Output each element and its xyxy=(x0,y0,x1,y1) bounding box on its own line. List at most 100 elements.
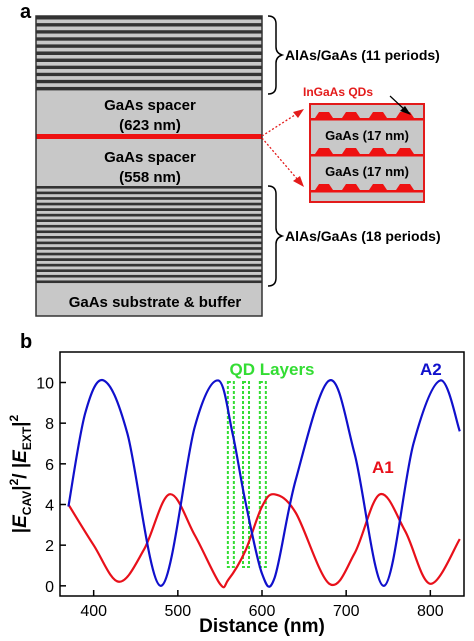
bottom-mirror-alas-layer xyxy=(36,219,262,223)
bottom-mirror-alas-layer xyxy=(36,241,262,245)
ylabel-ext-sub: EXT xyxy=(20,426,34,450)
quantum-dot xyxy=(342,112,360,118)
top-mirror-alas-layer xyxy=(36,79,262,84)
bottom-mirror-gaas-layer xyxy=(36,238,262,242)
bottom-mirror-alas-layer xyxy=(36,197,262,200)
bottom-mirror-alas-layer xyxy=(36,191,262,195)
bottom-mirror-gaas-layer xyxy=(36,188,262,192)
top-mirror-gaas-layer xyxy=(36,26,262,31)
y-tick-label: 10 xyxy=(36,376,54,393)
top-mirror-alas-layer xyxy=(36,44,262,48)
quantum-dot xyxy=(315,112,333,118)
bottom-mirror-alas-layer xyxy=(36,269,262,273)
quantum-dot xyxy=(315,184,333,190)
bottom-mirror-alas-layer xyxy=(36,274,262,278)
quantum-dot xyxy=(396,148,414,154)
qd-layer-mark xyxy=(258,381,267,568)
x-axis-label: Distance (nm) xyxy=(199,616,325,637)
bottom-mirror-gaas-layer xyxy=(36,266,262,270)
bottom-mirror-label: AlAs/GaAs (18 periods) xyxy=(285,228,441,244)
x-axis: 400 500 600 700 800 xyxy=(80,590,444,620)
series-a1-label: A1 xyxy=(372,458,394,477)
top-mirror-gaas-layer xyxy=(36,40,262,45)
panel-a-label: a xyxy=(20,1,32,23)
bottom-mirror-alas-layer xyxy=(36,230,262,234)
qd-active-layer xyxy=(36,134,262,139)
qd-pointer-arrow-head xyxy=(400,106,411,115)
bottom-spacer-layer xyxy=(36,139,262,186)
top-mirror-alas-layer xyxy=(36,72,262,77)
quantum-dot xyxy=(342,148,360,154)
ylabel-sq2: 2 xyxy=(7,414,21,421)
bottom-mirror-alas-layer xyxy=(36,213,262,217)
qd-layer-mark xyxy=(242,381,251,568)
layer-stack xyxy=(35,15,263,317)
bottom-mirror-alas-layer xyxy=(36,208,262,211)
top-mirror-alas-layer xyxy=(36,86,262,91)
substrate-layer xyxy=(36,286,262,316)
top-mirror-alas-layer xyxy=(36,65,262,70)
ylabel-e-cav: E xyxy=(10,514,31,528)
y-axis: 0 2 4 6 8 10 xyxy=(36,376,66,596)
qd-row-3 xyxy=(311,184,423,193)
bottom-mirror-alas-layer xyxy=(36,186,262,189)
inset-layer-2: GaAs (17 nm) xyxy=(325,164,409,179)
y-tick-label: 2 xyxy=(45,538,54,555)
quantum-dot xyxy=(369,112,387,118)
ylabel-sq1: 2 xyxy=(7,478,21,485)
bottom-mirror-gaas-layer xyxy=(36,261,262,264)
bottom-mirror-gaas-layer xyxy=(36,249,262,253)
x-tick-label: 800 xyxy=(417,603,444,620)
top-spacer-layer xyxy=(36,94,262,134)
bottom-mirror-alas-layer xyxy=(36,280,262,284)
top-mirror-gaas-layer xyxy=(36,47,262,52)
top-mirror-gaas-layer xyxy=(36,83,262,87)
bottom-mirror-gaas-layer xyxy=(36,222,262,225)
y-tick-label: 6 xyxy=(45,457,54,474)
quantum-dot xyxy=(315,148,333,154)
series-a2-label: A2 xyxy=(420,360,442,379)
panel-b-label: b xyxy=(20,331,32,353)
y-tick-label: 8 xyxy=(45,416,54,433)
top-mirror-alas-layer xyxy=(36,51,262,55)
top-mirror-gaas-layer xyxy=(36,55,262,59)
x-tick-label: 500 xyxy=(164,603,191,620)
bottom-mirror-gaas-layer xyxy=(36,211,262,214)
qd-inset: GaAs (17 nm) GaAs (17 nm) xyxy=(309,103,425,203)
y-tick-label: 0 xyxy=(45,579,54,596)
series-a1-line xyxy=(67,493,461,589)
inset-arrow-top xyxy=(261,112,299,137)
bottom-mirror-alas-layer xyxy=(36,224,262,228)
bottom-mirror-alas-layer xyxy=(36,202,262,206)
qd-layer-marks xyxy=(226,381,267,568)
bottom-mirror-alas-layer xyxy=(36,236,262,239)
inset-layer-1: GaAs (17 nm) xyxy=(325,128,409,143)
top-mirror-gaas-layer xyxy=(36,76,262,80)
quantum-dot xyxy=(396,184,414,190)
qd-pointer-arrow xyxy=(389,95,406,111)
inset-arrow-bottom-head xyxy=(293,176,304,187)
bottom-mirror-gaas-layer xyxy=(36,255,262,259)
top-mirror-gaas-layer xyxy=(36,62,262,66)
top-mirror-gaas-layer xyxy=(36,33,262,38)
wetting-layer xyxy=(311,154,423,157)
top-mirror-alas-layer xyxy=(36,37,262,41)
quantum-dot xyxy=(369,184,387,190)
y-tick-label: 4 xyxy=(45,498,54,515)
top-mirror-alas-layer xyxy=(36,30,262,34)
bottom-mirror-alas-layer xyxy=(36,252,262,256)
bottom-mirror-gaas-layer xyxy=(36,283,262,286)
inset-arrow-bottom xyxy=(261,137,299,181)
qd-row-2 xyxy=(311,148,423,157)
bottom-mirror-gaas-layer xyxy=(36,277,262,281)
bottom-mirror-gaas-layer xyxy=(36,272,262,275)
profile-chart: 0 2 4 6 8 10 400 500 600 700 800 QD Layers A2 A1 xyxy=(36,351,465,620)
bottom-spacer-thickness: (558 nm) xyxy=(119,169,181,186)
top-spacer-name: GaAs spacer xyxy=(104,97,196,114)
top-mirror-alas-layer xyxy=(36,58,262,63)
qd-layer-mark xyxy=(226,381,235,568)
inset-arrow-top-head xyxy=(293,109,304,118)
bottom-mirror-gaas-layer xyxy=(36,199,262,203)
series-a2-line xyxy=(67,378,461,588)
